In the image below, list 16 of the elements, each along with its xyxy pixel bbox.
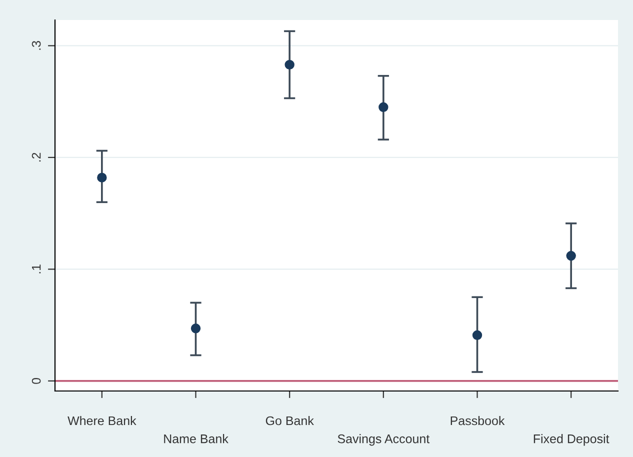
point bbox=[97, 172, 107, 182]
y-tick-label: 0 bbox=[32, 378, 41, 384]
point bbox=[566, 250, 576, 261]
y-tick-label: .1 bbox=[32, 264, 41, 274]
point bbox=[190, 324, 201, 334]
x-tick-label: Where Bank bbox=[68, 416, 136, 426]
x-tick-label: Passbook bbox=[450, 416, 505, 426]
x-tick-label: Go Bank bbox=[266, 416, 314, 426]
y-tick-label: .3 bbox=[32, 41, 41, 50]
point bbox=[472, 330, 482, 340]
x-tick-label: Savings Account bbox=[338, 434, 430, 446]
y-tick-label: .2 bbox=[32, 152, 41, 162]
point bbox=[378, 102, 388, 112]
x-tick-label: Fixed Deposit bbox=[534, 434, 610, 446]
point bbox=[284, 60, 294, 70]
x-tick-label: Name Bank bbox=[164, 434, 228, 444]
